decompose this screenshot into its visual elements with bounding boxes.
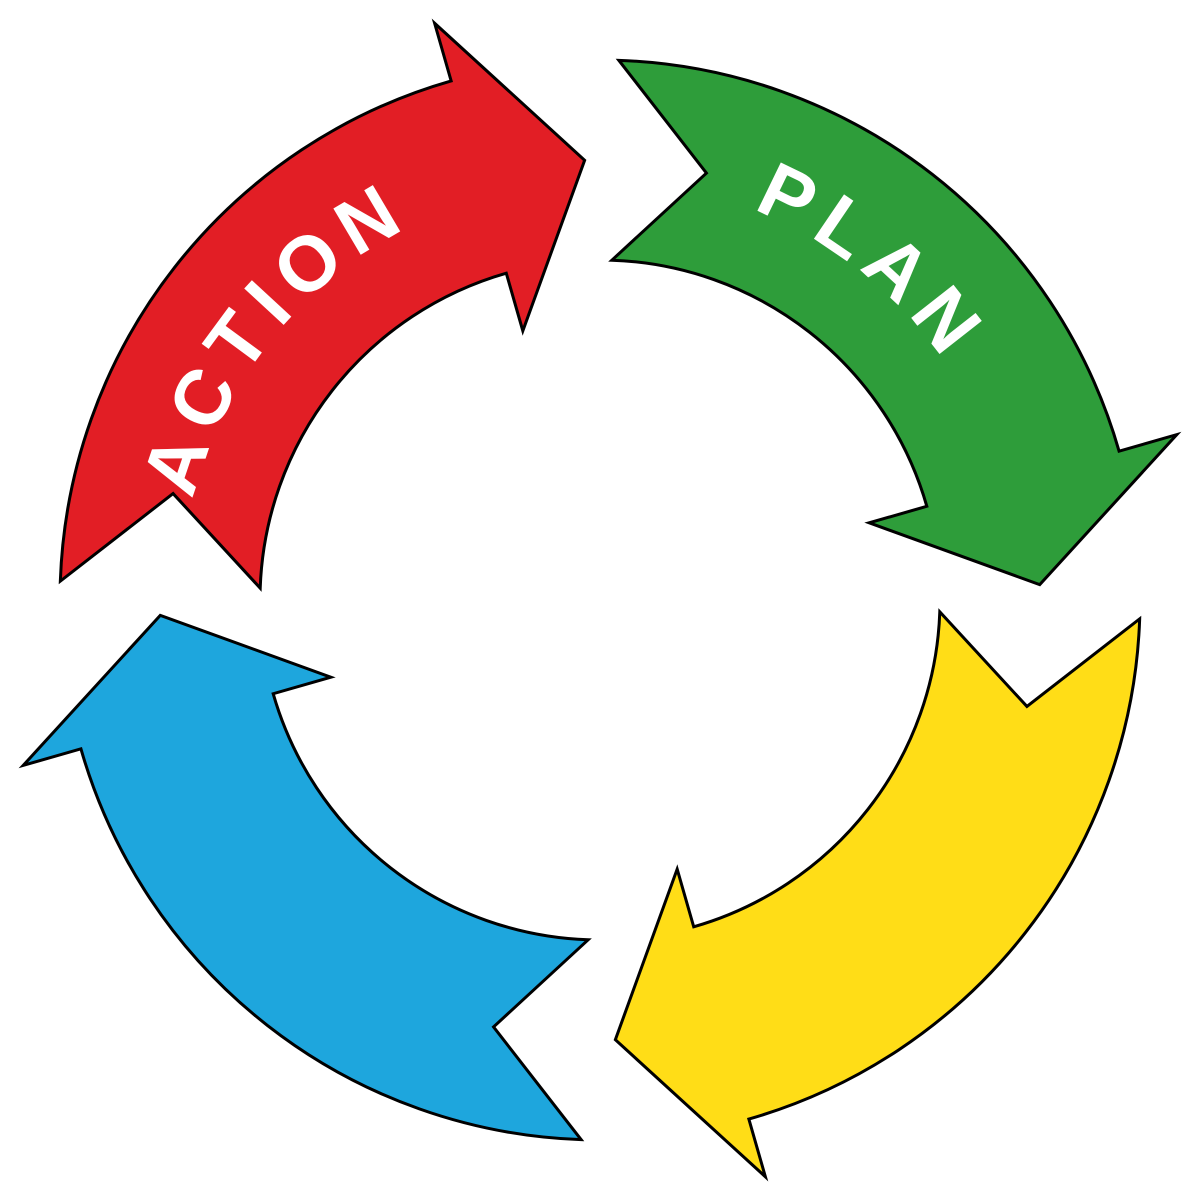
cycle-arrow-check — [23, 615, 588, 1139]
pdca-cycle-diagram: ACTIONPLANDOCHECK — [0, 0, 1200, 1200]
cycle-arrow-do — [615, 612, 1139, 1177]
